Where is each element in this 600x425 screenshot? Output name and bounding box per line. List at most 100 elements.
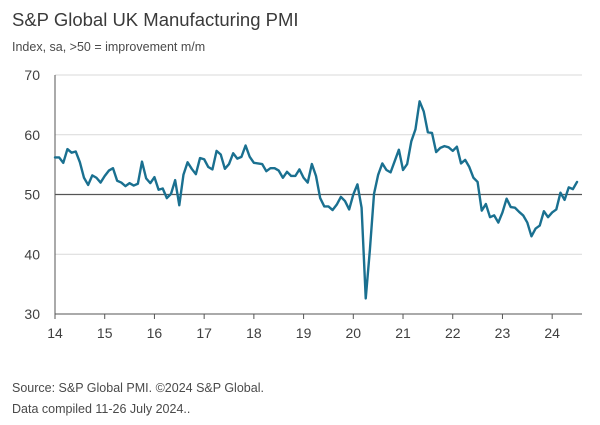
data-point-9 xyxy=(91,174,93,176)
data-point-32 xyxy=(186,161,188,163)
data-point-6 xyxy=(79,161,81,163)
data-point-94 xyxy=(443,145,445,147)
data-point-26 xyxy=(162,187,164,189)
data-point-43 xyxy=(232,152,234,154)
x-tick-label-23: 23 xyxy=(495,325,511,341)
source-note: Source: S&P Global PMI. ©2024 S&P Global… xyxy=(12,381,264,395)
data-point-122 xyxy=(559,192,561,194)
data-point-23 xyxy=(149,182,151,184)
data-point-1 xyxy=(58,156,60,158)
x-tick-label-22: 22 xyxy=(445,325,461,341)
data-point-114 xyxy=(526,221,528,223)
data-point-116 xyxy=(534,227,536,229)
x-tick-label-16: 16 xyxy=(147,325,163,341)
data-point-24 xyxy=(153,176,155,178)
data-point-89 xyxy=(423,110,425,112)
data-point-74 xyxy=(360,206,362,208)
data-point-42 xyxy=(228,163,230,165)
data-point-121 xyxy=(555,208,557,210)
data-point-53 xyxy=(273,167,275,169)
data-point-48 xyxy=(253,162,255,164)
data-point-79 xyxy=(381,162,383,164)
data-point-125 xyxy=(572,188,574,190)
data-point-119 xyxy=(547,216,549,218)
data-point-76 xyxy=(369,249,371,251)
data-point-80 xyxy=(385,169,387,171)
data-point-57 xyxy=(290,175,292,177)
data-point-113 xyxy=(522,214,524,216)
data-point-37 xyxy=(207,166,209,168)
x-tick-label-20: 20 xyxy=(346,325,362,341)
data-point-115 xyxy=(530,235,532,237)
axes xyxy=(54,75,582,319)
data-point-77 xyxy=(373,193,375,195)
x-tick-label-21: 21 xyxy=(395,325,411,341)
data-point-111 xyxy=(514,206,516,208)
data-point-118 xyxy=(543,210,545,212)
data-point-50 xyxy=(261,163,263,165)
data-point-101 xyxy=(472,177,474,179)
data-point-120 xyxy=(551,211,553,213)
data-point-61 xyxy=(307,181,309,183)
data-point-85 xyxy=(406,163,408,165)
data-point-12 xyxy=(104,175,106,177)
data-point-30 xyxy=(178,204,180,206)
data-point-100 xyxy=(468,166,470,168)
compiled-note: Data compiled 11-26 July 2024.. xyxy=(12,402,191,416)
data-point-54 xyxy=(278,169,280,171)
data-point-5 xyxy=(75,150,77,152)
data-point-29 xyxy=(174,179,176,181)
data-point-0 xyxy=(54,156,56,158)
data-point-81 xyxy=(389,171,391,173)
data-point-4 xyxy=(70,151,72,153)
data-point-15 xyxy=(116,180,118,182)
chart-footer: Source: S&P Global PMI. ©2024 S&P Global… xyxy=(12,378,264,420)
data-point-71 xyxy=(348,208,350,210)
data-point-108 xyxy=(501,211,503,213)
y-tick-label-40: 40 xyxy=(24,246,40,262)
data-point-8 xyxy=(87,184,89,186)
data-point-62 xyxy=(311,163,313,165)
data-point-19 xyxy=(133,184,135,186)
chart-title: S&P Global UK Manufacturing PMI xyxy=(12,9,299,30)
data-point-109 xyxy=(505,197,507,199)
y-tick-label-70: 70 xyxy=(24,67,40,83)
y-tick-label-60: 60 xyxy=(24,127,40,143)
data-point-96 xyxy=(452,150,454,152)
data-point-34 xyxy=(195,173,197,175)
data-point-90 xyxy=(427,131,429,133)
data-point-70 xyxy=(344,200,346,202)
data-point-63 xyxy=(315,175,317,177)
data-point-16 xyxy=(120,181,122,183)
x-tick-label-14: 14 xyxy=(47,325,63,341)
data-point-98 xyxy=(460,162,462,164)
data-point-88 xyxy=(418,100,420,102)
series-group xyxy=(53,100,579,300)
data-point-39 xyxy=(215,150,217,152)
data-point-60 xyxy=(302,177,304,179)
data-point-44 xyxy=(236,157,238,159)
data-point-75 xyxy=(365,297,367,299)
data-point-86 xyxy=(410,140,412,142)
data-point-66 xyxy=(327,205,329,207)
data-point-2 xyxy=(62,162,64,164)
data-point-124 xyxy=(568,186,570,188)
data-point-38 xyxy=(211,168,213,170)
data-point-13 xyxy=(108,169,110,171)
data-point-14 xyxy=(112,167,114,169)
y-tick-label-30: 30 xyxy=(24,306,40,322)
data-point-87 xyxy=(414,128,416,130)
data-point-126 xyxy=(576,181,578,183)
data-point-84 xyxy=(402,169,404,171)
data-point-27 xyxy=(166,197,168,199)
data-point-58 xyxy=(294,175,296,177)
data-point-92 xyxy=(435,151,437,153)
data-point-110 xyxy=(510,206,512,208)
data-point-35 xyxy=(199,157,201,159)
data-point-31 xyxy=(182,174,184,176)
data-point-82 xyxy=(394,160,396,162)
data-point-69 xyxy=(340,196,342,198)
data-point-112 xyxy=(518,211,520,213)
data-point-51 xyxy=(265,170,267,172)
